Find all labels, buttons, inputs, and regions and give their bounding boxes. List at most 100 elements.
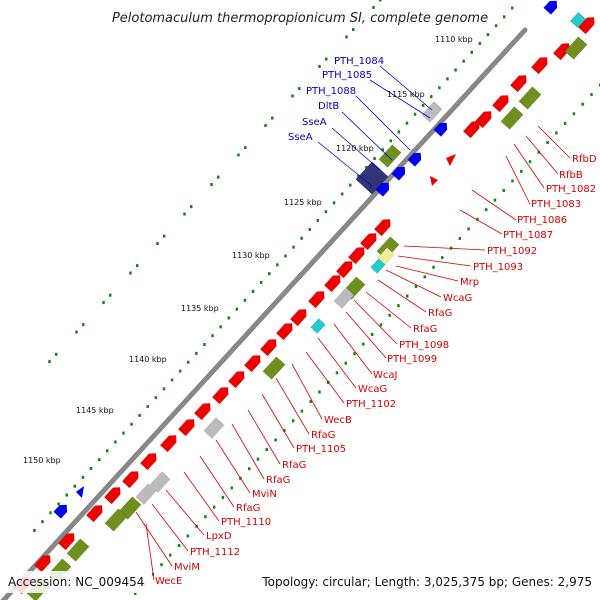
footer-right-bg	[258, 571, 596, 593]
gene-label: PTH_1099	[387, 354, 437, 365]
gene-label: MviN	[252, 489, 277, 500]
gene-label: PTH_1110	[221, 517, 271, 528]
tick-dot	[467, 227, 470, 231]
forward-cds-arrow-shape	[474, 111, 492, 129]
gene-label: PTH_1087	[503, 230, 553, 241]
tick-dot	[520, 169, 523, 173]
forward-cds-arrow	[139, 453, 157, 471]
tick-dots	[33, 0, 600, 595]
forward-cds-arrow	[323, 275, 341, 293]
label-leader	[345, 311, 387, 359]
tick-dot	[160, 563, 163, 567]
tick-dot	[219, 325, 222, 329]
tick-dot	[82, 323, 85, 327]
tick-dot	[308, 227, 311, 231]
tick-dot	[251, 289, 255, 293]
label-leader	[395, 265, 459, 282]
reverse-cds-arrow-shape	[433, 122, 448, 137]
forward-cds-arrow-shape	[359, 233, 377, 251]
forward-cds-arrow-shape	[33, 555, 51, 573]
forward-cds-arrow	[347, 247, 365, 265]
reverse-cds-arrow-shape	[375, 182, 390, 197]
reverse-cds-arrow	[391, 166, 406, 181]
tick-dot	[309, 400, 312, 404]
olive-block-shape	[378, 144, 402, 168]
forward-cds-arrow-shape	[259, 339, 277, 357]
gene-label: WecB	[324, 415, 352, 426]
kbp-label: 1145 kbp	[76, 406, 114, 415]
tick-dot	[397, 304, 400, 308]
label-leader	[525, 135, 559, 175]
tick-dot	[365, 165, 368, 169]
tick-dot	[268, 272, 271, 276]
kbp-label: 1115 kbp	[387, 90, 425, 99]
forward-cds-arrow-shape	[227, 371, 245, 389]
tick-dot	[195, 351, 198, 355]
tick-dot	[177, 544, 181, 548]
tick-dot	[430, 95, 433, 99]
tick-dot	[502, 15, 506, 19]
gene-label: RfbB	[559, 170, 583, 181]
small-blue-feature	[76, 486, 84, 498]
forward-cds-arrow-shape	[491, 95, 509, 113]
tick-dot	[379, 323, 383, 327]
gene-label: RfaG	[413, 324, 437, 335]
label-leader	[145, 523, 155, 581]
gene-label: PTH_1088	[306, 86, 356, 97]
reverse-cds-arrow	[433, 122, 448, 137]
olive-block	[66, 538, 90, 562]
grey-block	[135, 483, 157, 505]
reverse-cds-arrow	[53, 504, 68, 519]
yellow-block	[377, 247, 395, 265]
tick-dot	[432, 265, 435, 269]
grey-block	[421, 101, 443, 123]
grey-block-shape	[203, 417, 225, 439]
forward-cds-arrow-shape	[347, 247, 365, 265]
label-leader	[199, 455, 235, 508]
tick-dot	[340, 192, 344, 196]
tick-dot	[129, 271, 132, 275]
tick-dot	[190, 205, 193, 209]
tick-dot	[284, 254, 287, 258]
forward-cds-arrow-shape	[211, 387, 229, 405]
forward-cds-arrow-shape	[121, 471, 139, 489]
olive-block-shape	[66, 538, 90, 562]
olive-block-shape	[564, 36, 588, 60]
tick-dot	[230, 486, 233, 490]
tick-dot	[163, 234, 166, 238]
forward-cds-arrow	[227, 371, 245, 389]
tick-dot	[41, 520, 44, 524]
tick-dot	[388, 313, 391, 317]
tick-dot	[563, 121, 567, 125]
tick-dot	[237, 153, 240, 157]
label-leader	[231, 423, 265, 480]
tick-dot	[75, 330, 78, 334]
tick-dot	[65, 493, 68, 497]
tick-dot	[349, 183, 352, 187]
tick-dot	[324, 210, 328, 214]
forward-cds-arrow-shape	[57, 533, 75, 551]
tick-dot	[478, 41, 482, 45]
tick-dot	[362, 342, 365, 346]
tick-dot	[211, 334, 214, 338]
tick-dot	[97, 458, 101, 462]
forward-cds-arrow-shape	[373, 219, 391, 237]
tick-dot	[244, 146, 247, 150]
forward-cds-arrow	[121, 471, 139, 489]
tick-dot	[405, 294, 409, 298]
gene-label: Mrp	[460, 277, 479, 288]
tick-dot	[494, 24, 498, 28]
tick-dot	[332, 201, 336, 205]
tick-dot	[441, 256, 444, 260]
reverse-cds-arrow-shape	[391, 166, 406, 181]
label-leader	[215, 439, 251, 494]
forward-cds-arrow	[159, 435, 177, 453]
forward-cds-arrow	[474, 111, 492, 129]
tick-dot	[298, 87, 301, 91]
tick-dot	[49, 511, 52, 515]
tick-dot	[423, 275, 426, 279]
forward-cds-arrow-shape	[530, 57, 548, 75]
label-leader	[471, 189, 517, 221]
tick-dot	[370, 332, 374, 336]
